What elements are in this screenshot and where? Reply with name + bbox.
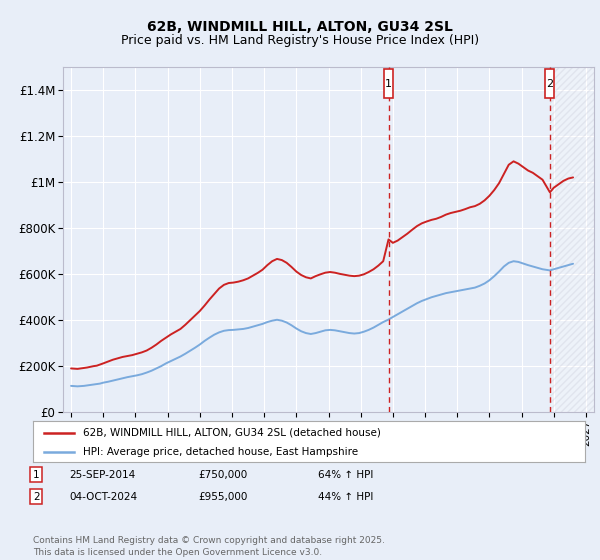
Text: 62B, WINDMILL HILL, ALTON, GU34 2SL (detached house): 62B, WINDMILL HILL, ALTON, GU34 2SL (det… [83, 428, 380, 437]
Text: £750,000: £750,000 [198, 470, 247, 480]
Text: 04-OCT-2024: 04-OCT-2024 [69, 492, 137, 502]
Text: Contains HM Land Registry data © Crown copyright and database right 2025.
This d: Contains HM Land Registry data © Crown c… [33, 536, 385, 557]
Text: 1: 1 [33, 470, 40, 480]
Text: Price paid vs. HM Land Registry's House Price Index (HPI): Price paid vs. HM Land Registry's House … [121, 34, 479, 47]
Bar [550, 67, 594, 412]
Text: HPI: Average price, detached house, East Hampshire: HPI: Average price, detached house, East… [83, 447, 358, 457]
FancyBboxPatch shape [384, 69, 393, 98]
Text: £955,000: £955,000 [198, 492, 247, 502]
Text: 2: 2 [33, 492, 40, 502]
Text: 2: 2 [547, 78, 553, 88]
FancyBboxPatch shape [545, 69, 554, 98]
Text: 64% ↑ HPI: 64% ↑ HPI [318, 470, 373, 480]
Text: 62B, WINDMILL HILL, ALTON, GU34 2SL: 62B, WINDMILL HILL, ALTON, GU34 2SL [147, 20, 453, 34]
Text: 25-SEP-2014: 25-SEP-2014 [69, 470, 135, 480]
Text: 1: 1 [385, 78, 392, 88]
Text: 44% ↑ HPI: 44% ↑ HPI [318, 492, 373, 502]
